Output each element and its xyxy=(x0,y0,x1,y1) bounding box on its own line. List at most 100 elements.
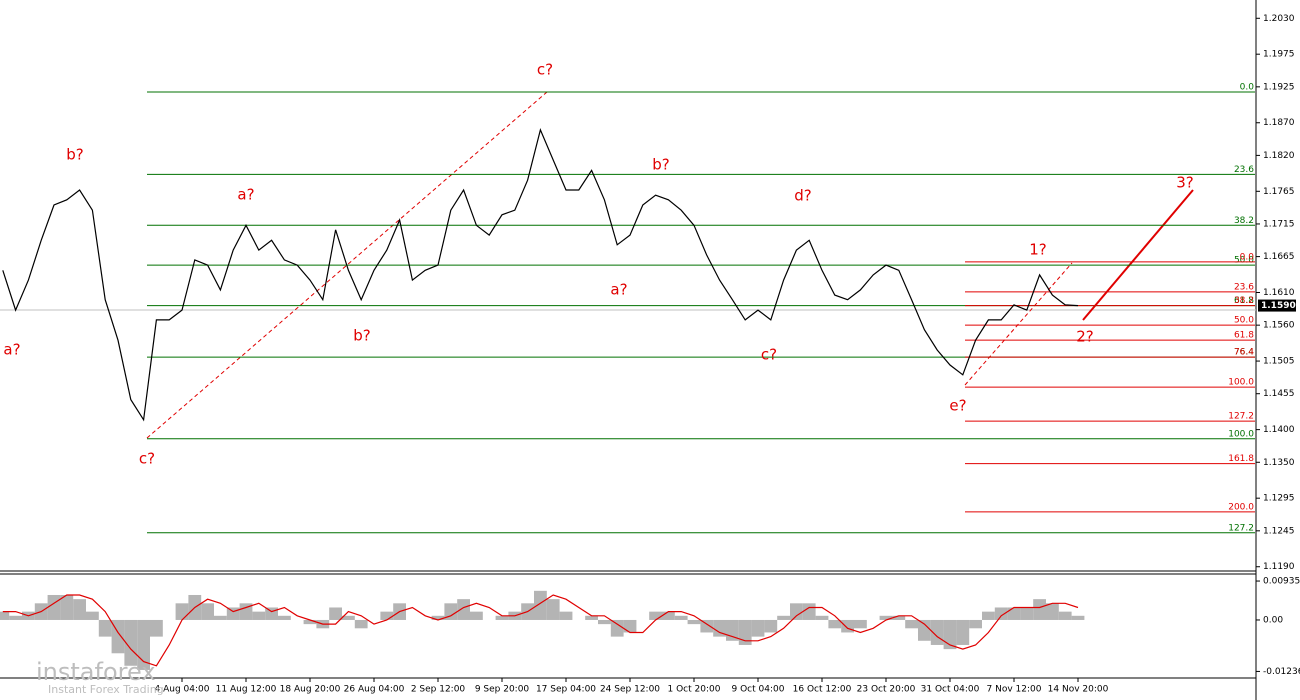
macd-bar xyxy=(214,615,227,620)
macd-bar xyxy=(738,619,752,645)
macd-bar xyxy=(9,615,22,620)
macd-bar xyxy=(841,619,854,633)
fib-label: 200.0 xyxy=(1228,502,1254,512)
macd-bar xyxy=(546,599,560,620)
macd-bar xyxy=(828,619,842,629)
y-tick-label: 1.2030 xyxy=(1263,14,1295,24)
y-tick-label: 1.1350 xyxy=(1263,458,1295,468)
macd-bar xyxy=(687,619,701,625)
wave-label: b? xyxy=(652,156,669,174)
x-tick-label: 23 Oct 20:00 xyxy=(857,685,916,695)
fib-label: 0.0 xyxy=(1240,83,1255,93)
fib-label: 50.0 xyxy=(1234,316,1254,326)
wave-label: 1? xyxy=(1029,241,1047,259)
macd-bar xyxy=(982,611,995,620)
chart-layer: 1.2030 1.1975 1.1925 1.1870 1.1820 1.1765 1.17… xyxy=(0,14,1300,695)
macd-bar xyxy=(1020,607,1034,620)
macd-bar xyxy=(764,619,778,633)
logo-tagline: Instant Forex Trading xyxy=(48,683,164,696)
y-tick-label: 1.1765 xyxy=(1263,187,1295,197)
last-price-box xyxy=(1258,299,1296,312)
fib-label: 38.2 xyxy=(1234,216,1254,226)
x-tick-label: 4 Aug 04:00 xyxy=(155,685,210,695)
macd-bar xyxy=(534,590,547,620)
macd-bar xyxy=(649,611,662,620)
x-tick-label: 18 Aug 20:00 xyxy=(280,685,341,695)
macd-bar xyxy=(1058,611,1072,620)
macd-bar xyxy=(969,619,982,629)
macd-bar xyxy=(994,607,1008,620)
macd-bar xyxy=(802,603,816,620)
macd-bar xyxy=(201,603,214,620)
macd-bar xyxy=(73,599,86,620)
fib-label: 100.0 xyxy=(1228,429,1254,439)
macd-bar xyxy=(956,619,970,645)
last-price-label: 1.1590 xyxy=(1261,301,1296,311)
macd-bar xyxy=(380,611,394,620)
macd-bar xyxy=(918,619,931,641)
signal-line xyxy=(2,594,1079,667)
macd-bar xyxy=(47,594,61,620)
macd-bar xyxy=(854,619,867,629)
macd-bar xyxy=(1046,603,1059,620)
macd-bar xyxy=(559,611,573,620)
macd-bar xyxy=(124,619,138,666)
macd-bar xyxy=(713,619,726,637)
macd-bar xyxy=(751,619,765,637)
y-tick-label: 1.1975 xyxy=(1263,50,1295,60)
x-tick-label: 1 Oct 20:00 xyxy=(668,685,721,695)
macd-bar xyxy=(278,615,291,620)
y-tick-label: -0.01236 xyxy=(1263,667,1300,677)
macd-bar xyxy=(790,603,803,620)
y-tick-label: 1.1560 xyxy=(1263,321,1295,331)
fib-label: 76.4 xyxy=(1234,348,1254,358)
y-tick-label: 1.1245 xyxy=(1263,526,1295,536)
wave-label: c? xyxy=(761,346,777,364)
fib-label: 127.2 xyxy=(1228,412,1254,422)
macd-bar xyxy=(623,619,637,633)
macd-bar xyxy=(674,615,688,620)
macd-bar xyxy=(175,603,189,620)
macd-bar xyxy=(610,619,624,637)
fib-label: 23.6 xyxy=(1234,282,1254,292)
x-tick-label: 24 Sep 12:00 xyxy=(600,685,660,695)
fib-label: 0.0 xyxy=(1240,252,1255,262)
macd-bar xyxy=(252,611,266,620)
macd-bar xyxy=(98,619,112,637)
fib-label: 61.8 xyxy=(1234,331,1254,341)
y-tick-label: 0.00 xyxy=(1263,615,1283,625)
y-tick-label: 1.1820 xyxy=(1263,151,1295,161)
y-tick-label: 1.1715 xyxy=(1263,219,1295,229)
macd-bar xyxy=(329,607,342,620)
x-tick-label: 9 Oct 04:00 xyxy=(732,685,785,695)
fib-label: 61.8 xyxy=(1234,296,1254,306)
wave-label: b? xyxy=(66,146,83,164)
macd-bar xyxy=(495,615,509,620)
wave-label: a? xyxy=(610,281,627,299)
x-tick-label: 11 Aug 12:00 xyxy=(216,685,277,695)
y-tick-label: 1.1455 xyxy=(1263,389,1295,399)
wave-label: e? xyxy=(949,397,966,415)
wave-label: d? xyxy=(794,187,811,205)
macd-bar xyxy=(137,619,150,670)
macd-bar xyxy=(905,619,918,629)
macd-bar xyxy=(86,611,99,620)
y-tick-label: 0.00935 xyxy=(1263,577,1300,587)
macd-bar xyxy=(354,619,368,629)
forecast-line xyxy=(1082,189,1194,321)
x-tick-label: 26 Aug 04:00 xyxy=(344,685,405,695)
wave-label: c? xyxy=(537,61,553,79)
macd-bar xyxy=(662,611,675,620)
fib-label: 50.0 xyxy=(1234,256,1254,266)
y-tick-label: 1.1870 xyxy=(1263,118,1295,128)
y-tick-label: 1.1295 xyxy=(1263,494,1295,504)
fib-label: 38.2 xyxy=(1234,296,1254,306)
macd-bar xyxy=(342,615,355,620)
macd-bar xyxy=(303,619,317,625)
fib-label: 127.2 xyxy=(1228,523,1254,533)
y-tick-label: 1.1925 xyxy=(1263,82,1295,92)
fib-label: 161.8 xyxy=(1228,454,1254,464)
x-tick-label: 31 Oct 04:00 xyxy=(921,685,980,695)
